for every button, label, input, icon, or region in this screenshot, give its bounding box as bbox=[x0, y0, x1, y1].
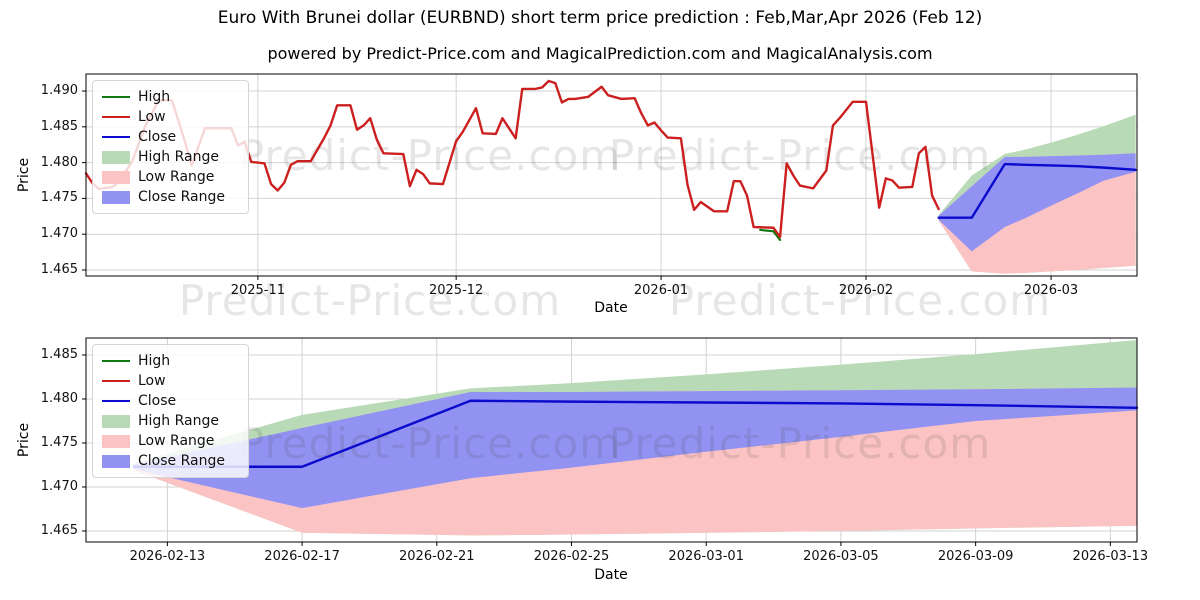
legend-item: Close Range bbox=[102, 187, 240, 207]
y-tick-label: 1.485 bbox=[40, 346, 78, 362]
legend-swatch bbox=[102, 190, 130, 204]
y-tick-label: 1.475 bbox=[40, 434, 78, 450]
legend-item: Close Range bbox=[102, 451, 240, 471]
legend-item: High Range bbox=[102, 147, 240, 167]
legend-swatch bbox=[102, 434, 130, 448]
x-tick-label: 2026-03-01 bbox=[668, 549, 744, 564]
x-tick-label: 2026-02-13 bbox=[129, 549, 206, 564]
legend-label: Low bbox=[138, 109, 166, 125]
x-tick-label: 2025-11 bbox=[230, 283, 286, 298]
x-tick-label: 2026-01 bbox=[633, 283, 689, 298]
x-tick-label: 2026-03 bbox=[1023, 283, 1079, 298]
y-tick-label: 1.475 bbox=[40, 190, 78, 206]
legend-item: High bbox=[102, 351, 240, 371]
x-tick-label: 2026-03-09 bbox=[937, 549, 1014, 564]
y-tick-label: 1.470 bbox=[40, 226, 78, 242]
x-tick-label: 2026-02 bbox=[838, 283, 894, 298]
legend: High Low Close High Range Low Range Close Ran… bbox=[92, 344, 249, 478]
watermark: Predict-Price.com bbox=[178, 276, 562, 325]
y-tick-label: 1.470 bbox=[40, 478, 78, 494]
watermark: Predict-Price.com bbox=[609, 131, 991, 180]
legend-swatch bbox=[102, 116, 130, 118]
legend-swatch bbox=[102, 414, 130, 428]
legend-label: Close bbox=[138, 129, 177, 145]
y-tick-label: 1.490 bbox=[40, 83, 78, 99]
legend-swatch bbox=[102, 150, 130, 164]
y-tick-label: 1.480 bbox=[40, 390, 78, 406]
legend-label: High bbox=[138, 353, 171, 369]
legend-item: Close bbox=[102, 391, 240, 411]
figure-subtitle: powered by Predict-Price.com and Magical… bbox=[267, 44, 933, 63]
watermark: Predict-Price.com bbox=[668, 276, 1052, 325]
legend-label: Close bbox=[138, 393, 177, 409]
legend-item: Low bbox=[102, 107, 240, 127]
x-tick-label: 2026-02-25 bbox=[533, 549, 610, 564]
legend-item: Close bbox=[102, 127, 240, 147]
legend-item: Low bbox=[102, 371, 240, 391]
legend-swatch bbox=[102, 136, 130, 138]
x-axis-label: Date bbox=[594, 567, 628, 583]
x-tick-label: 2026-03-13 bbox=[1072, 549, 1149, 564]
legend-item: High Range bbox=[102, 411, 240, 431]
legend-item: High bbox=[102, 87, 240, 107]
legend: High Low Close High Range Low Range Close Ran… bbox=[92, 80, 249, 214]
legend-swatch bbox=[102, 170, 130, 184]
legend-swatch bbox=[102, 400, 130, 402]
legend-label: High Range bbox=[138, 413, 219, 429]
legend-item: Low Range bbox=[102, 167, 240, 187]
x-tick-label: 2026-02-21 bbox=[399, 549, 475, 564]
legend-item: Low Range bbox=[102, 431, 240, 451]
figure-title: Euro With Brunei dollar (EURBND) short t… bbox=[217, 8, 983, 28]
x-axis-label: Date bbox=[594, 300, 628, 316]
legend-label: Close Range bbox=[138, 453, 225, 469]
legend-label: High bbox=[138, 89, 171, 105]
close-range-band bbox=[133, 387, 1137, 509]
y-tick-label: 1.480 bbox=[40, 154, 78, 170]
close-range-band bbox=[938, 153, 1136, 252]
close-line bbox=[132, 399, 1139, 468]
plot-border bbox=[85, 337, 1138, 543]
legend-swatch bbox=[102, 454, 130, 468]
high-line bbox=[759, 228, 782, 242]
x-tick-label: 2025-12 bbox=[428, 283, 484, 298]
legend-label: Low bbox=[138, 373, 166, 389]
watermark: Predict-Price.com bbox=[609, 419, 991, 468]
legend-label: Close Range bbox=[138, 189, 225, 205]
legend-label: Low Range bbox=[138, 169, 215, 185]
legend-swatch bbox=[102, 360, 130, 362]
legend-swatch bbox=[102, 96, 130, 98]
y-tick-label: 1.465 bbox=[40, 261, 78, 277]
y-tick-label: 1.465 bbox=[40, 522, 78, 538]
y-tick-label: 1.485 bbox=[40, 118, 78, 134]
legend-label: Low Range bbox=[138, 433, 215, 449]
x-tick-label: 2026-03-05 bbox=[803, 549, 879, 564]
legend-label: High Range bbox=[138, 149, 219, 165]
plot-border bbox=[85, 73, 1138, 277]
x-tick-label: 2026-02-17 bbox=[264, 549, 340, 564]
watermark: Predict-Price.com bbox=[239, 419, 621, 468]
close-line bbox=[937, 162, 1137, 219]
legend-swatch bbox=[102, 380, 130, 382]
watermark: Predict-Price.com bbox=[239, 131, 621, 180]
